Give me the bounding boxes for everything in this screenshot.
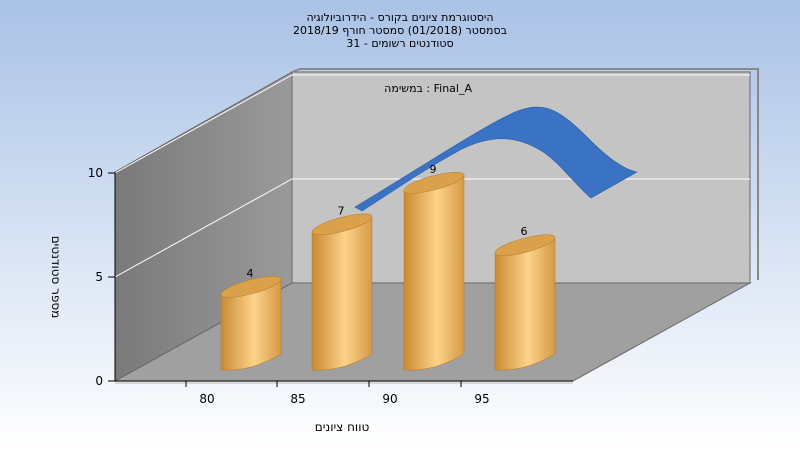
x-tick-label: 80 [199, 392, 214, 406]
bar-top [403, 172, 465, 194]
x-axis-title: טווח ציונים [315, 420, 370, 434]
x-tick-label: 85 [290, 392, 305, 406]
bar [403, 172, 465, 371]
x-tick-label: 90 [382, 392, 397, 406]
y-axis-title: מספר סטודנטים [49, 236, 63, 319]
title-line-1: היסטוגרמת ציונים בקורס - הידרוביולוגיה [306, 11, 493, 24]
title-line-2: בסמסטר (01/2018) סמסטר חורף 2018/19 [293, 24, 507, 37]
x-axis-ticks: 80 85 90 95 [115, 380, 573, 406]
bar [220, 276, 282, 371]
data-label: 9 [430, 163, 437, 176]
back-wall-rim [291, 68, 759, 280]
bar-body [494, 236, 556, 371]
y-tick-label: 5 [95, 270, 103, 284]
gridline [114, 74, 750, 174]
floor-edge [115, 381, 573, 384]
data-label: 7 [338, 204, 345, 217]
data-label: 6 [521, 225, 528, 238]
data-labels-layer: 4 7 9 6 [247, 163, 528, 280]
bars-layer [220, 172, 556, 371]
title-line-3: סטודנטים רשומים - 31 [346, 37, 453, 50]
chart-title: היסטוגרמת ציונים בקורס - הידרוביולוגיה ב… [293, 11, 507, 50]
bar-body [311, 216, 373, 371]
trend-curve [354, 106, 638, 212]
bar-body [403, 174, 465, 371]
bar-top [494, 234, 556, 256]
x-tick-label: 95 [474, 392, 489, 406]
y-tick-label: 0 [95, 374, 103, 388]
bar [311, 213, 373, 371]
bar [494, 234, 556, 371]
trend-curve-layer [354, 106, 638, 212]
bar-body [220, 278, 282, 371]
y-axis-ticks: 0 5 10 [88, 166, 116, 388]
annotation-text: במשימה : Final_A [384, 82, 472, 95]
data-label: 4 [247, 267, 254, 280]
y-tick-label: 10 [88, 166, 103, 180]
bar-top [311, 213, 373, 236]
bar-top [220, 276, 282, 298]
